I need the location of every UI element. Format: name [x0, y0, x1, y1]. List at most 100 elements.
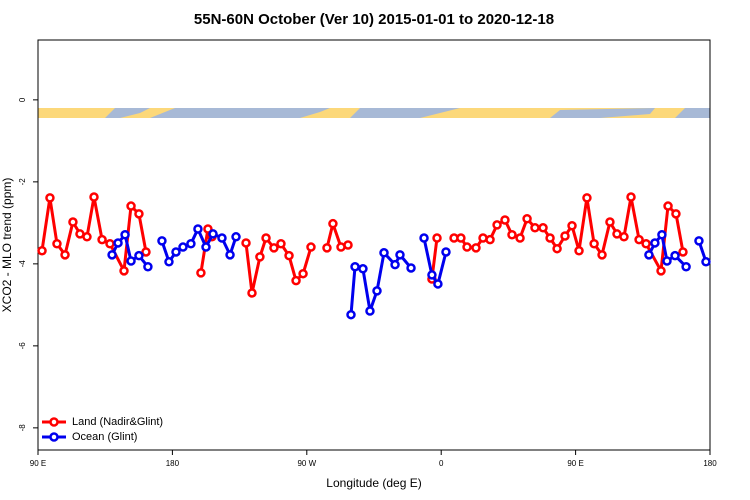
series-point	[641, 239, 651, 249]
ocean-patch	[675, 108, 710, 118]
series-point	[346, 309, 356, 320]
series-point	[306, 242, 316, 252]
legend-marker	[49, 432, 59, 442]
series-point	[406, 263, 416, 273]
series-point	[208, 229, 218, 239]
series-point	[678, 247, 688, 257]
ocean-patch	[350, 108, 460, 118]
series-point	[60, 250, 70, 260]
series-point	[255, 252, 265, 262]
legend-label: Ocean (Glint)	[72, 431, 137, 443]
series-point	[626, 192, 636, 202]
series-point	[241, 238, 251, 248]
chart-title: 55N-60N October (Ver 10) 2015-01-01 to 2…	[194, 11, 554, 28]
series-point	[574, 245, 584, 256]
series-point	[619, 232, 629, 242]
series-point	[427, 270, 437, 280]
series-point	[530, 223, 540, 233]
series-point	[515, 233, 525, 243]
series-point	[343, 240, 353, 250]
series-point	[462, 242, 472, 252]
series-point	[365, 306, 375, 316]
plot-frame	[37, 39, 711, 451]
y-tick-label: -6	[18, 342, 27, 350]
y-axis-label: XCO2 - MLO trend (ppm)	[0, 178, 14, 313]
series-point	[291, 275, 301, 286]
series-point	[552, 243, 562, 254]
legend-marker	[49, 417, 59, 427]
series-point	[634, 234, 644, 245]
series-point	[120, 230, 130, 240]
series-point	[261, 233, 271, 243]
series-point	[390, 259, 400, 270]
series-point	[52, 239, 62, 249]
series-point	[485, 234, 495, 245]
ocean-patch	[150, 108, 330, 118]
series-point	[538, 223, 548, 233]
series-point	[694, 236, 704, 246]
series-point	[681, 261, 691, 272]
series-point	[141, 247, 151, 257]
series-point	[89, 192, 99, 202]
series-point	[231, 232, 241, 242]
series-point	[225, 250, 235, 260]
series-point	[126, 256, 136, 266]
series-point	[358, 264, 368, 274]
series-point	[178, 242, 188, 252]
series-point	[567, 220, 577, 231]
series-point	[186, 239, 196, 249]
series-point	[143, 261, 153, 272]
y-tick-label: -2	[18, 178, 27, 186]
x-tick-label: 180	[166, 459, 180, 468]
y-tick-label: -8	[18, 424, 27, 432]
series-point	[82, 232, 92, 242]
series-point	[662, 256, 672, 266]
series-point	[433, 279, 443, 289]
ocean-patch	[550, 108, 655, 118]
series-point	[670, 250, 680, 261]
series-point	[171, 247, 181, 257]
series-point	[45, 193, 55, 203]
series-point	[492, 220, 502, 230]
series-point	[284, 250, 294, 261]
series-point	[657, 230, 667, 240]
series-point	[597, 250, 607, 260]
series-point	[671, 209, 681, 219]
series-point	[507, 230, 517, 240]
series-point	[97, 234, 107, 245]
series-point	[471, 243, 481, 253]
series-point	[663, 201, 673, 211]
series-point	[322, 243, 332, 253]
series-point	[656, 266, 666, 276]
series-point	[395, 250, 405, 260]
x-tick-label: 90 E	[30, 459, 46, 468]
ocean-patch	[105, 108, 150, 118]
series-point	[193, 224, 203, 234]
series-point	[350, 261, 360, 272]
series-point	[456, 233, 466, 243]
series-point	[432, 233, 442, 243]
series-point	[701, 257, 711, 267]
series-point	[419, 233, 429, 243]
series-point	[113, 238, 123, 248]
series-point	[589, 239, 599, 249]
x-axis-label: Longitude (deg E)	[326, 476, 421, 490]
series-point	[276, 239, 286, 249]
series-point	[247, 288, 257, 298]
series-point	[105, 239, 115, 249]
legend: Land (Nadir&Glint) Ocean (Glint)	[42, 416, 163, 443]
series-point	[441, 247, 451, 257]
legend-label: Land (Nadir&Glint)	[72, 416, 163, 428]
series-point	[119, 266, 129, 276]
x-tick-label: 180	[703, 459, 717, 468]
series-point	[134, 209, 144, 219]
x-tick-label: 0	[439, 459, 444, 468]
series-point	[328, 218, 338, 229]
x-tick-label: 90 E	[567, 459, 583, 468]
y-tick-label: -4	[18, 260, 27, 268]
series-point	[644, 250, 654, 260]
series-point	[201, 242, 211, 252]
series-point	[157, 236, 167, 246]
